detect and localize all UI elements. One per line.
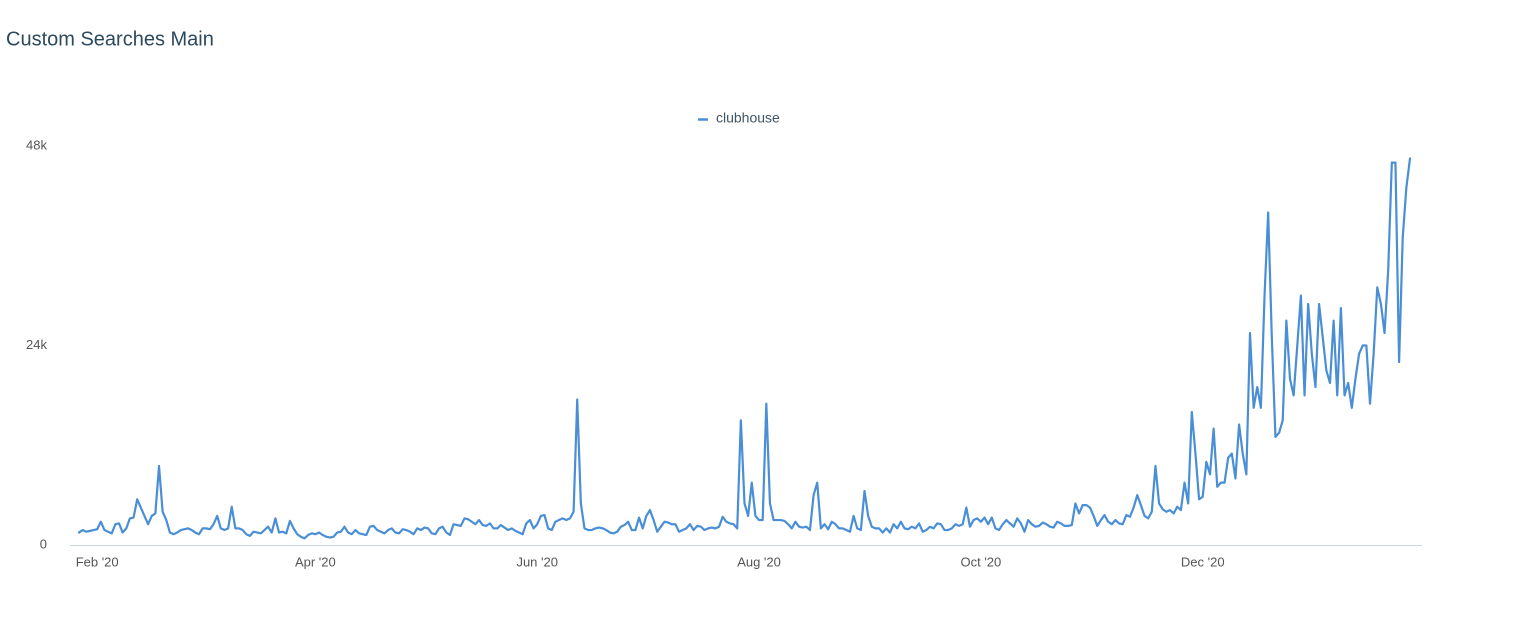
x-tick-label: Jun '20 [516, 554, 558, 569]
y-tick-label: 0 [40, 536, 47, 551]
x-tick-label: Aug '20 [737, 554, 781, 569]
y-tick-label: 24k [26, 337, 47, 352]
x-tick-label: Feb '20 [76, 554, 119, 569]
series-line [77, 157, 1412, 540]
x-tick-label: Apr '20 [295, 554, 336, 569]
x-tick-label: Oct '20 [960, 554, 1001, 569]
legend-label[interactable]: clubhouse [716, 110, 780, 126]
y-tick-label: 48k [26, 137, 47, 152]
x-tick-label: Dec '20 [1181, 554, 1225, 569]
chart-title: Custom Searches Main [6, 28, 214, 50]
